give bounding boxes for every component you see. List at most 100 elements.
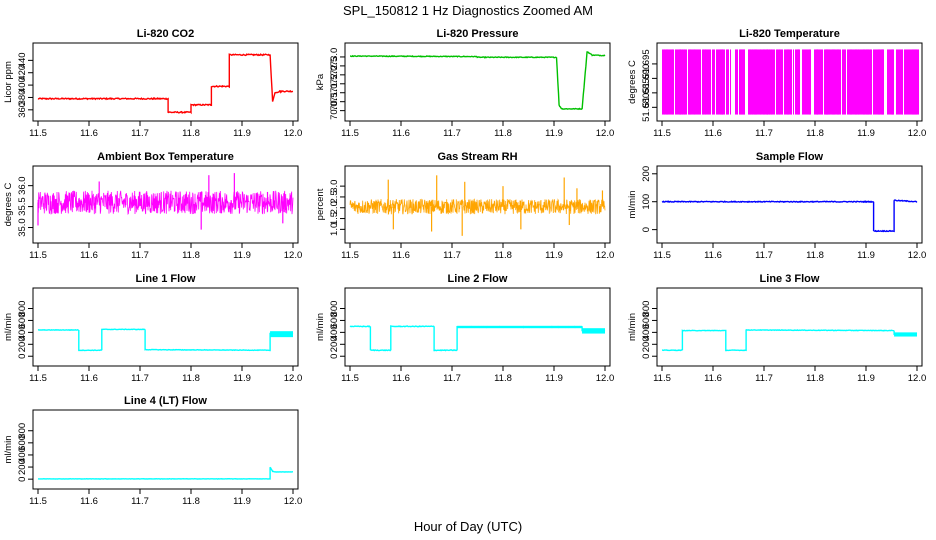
series-bar — [838, 49, 839, 115]
series-bar — [760, 49, 762, 115]
x-tick-label: 11.7 — [131, 373, 149, 384]
series-bar — [904, 49, 905, 115]
x-tick-label: 11.6 — [80, 373, 98, 384]
series-line — [37, 466, 293, 480]
y-tick-label: 0 — [17, 477, 28, 482]
x-tick-label: 11.7 — [755, 373, 773, 384]
series-band — [270, 331, 293, 338]
series-bar — [752, 49, 753, 115]
x-tick-label: 11.6 — [80, 250, 98, 261]
x-axis: 11.5 11.6 11.7 11.8 11.9 12.0 — [653, 242, 927, 261]
series-bar — [839, 49, 841, 115]
series-trace — [37, 190, 294, 215]
y-tick-label: 360 — [17, 102, 28, 118]
x-tick-label: 12.0 — [908, 250, 927, 261]
series-bar — [727, 49, 728, 115]
x-axis: 11.5 11.6 11.7 11.8 11.9 12.0 — [341, 120, 614, 139]
x-tick-label: 11.5 — [29, 373, 47, 384]
series-bar — [705, 49, 707, 115]
x-tick-label: 11.8 — [494, 373, 512, 384]
x-tick-label: 11.9 — [233, 373, 251, 384]
y-axis-label: percent — [315, 188, 326, 220]
series-bar — [882, 49, 883, 115]
series-9 — [661, 328, 918, 352]
x-tick-label: 11.9 — [233, 128, 251, 139]
y-tick-label: 600 — [17, 313, 28, 329]
x-tick-label: 11.7 — [131, 496, 149, 507]
series-bar — [910, 49, 913, 115]
y-tick-label: 0 — [641, 354, 652, 359]
series-bar — [716, 49, 717, 115]
series-bar — [709, 49, 710, 115]
series-bar — [851, 49, 853, 115]
series-bar — [703, 49, 706, 115]
y-axis: 0 100 200 — [641, 166, 658, 232]
series-5 — [349, 175, 606, 236]
figure-xlabel: Hour of Day (UTC) — [414, 519, 522, 534]
y-axis-label: degrees C — [3, 182, 14, 226]
x-tick-label: 11.6 — [392, 373, 410, 384]
series-bar — [804, 49, 805, 115]
series-bar — [878, 49, 879, 115]
panel-title: Li-820 Pressure — [437, 28, 519, 40]
x-tick-label: 12.0 — [284, 128, 303, 139]
series-line — [37, 53, 294, 115]
panels: Li-820 CO2 11.5 11.6 11.7 11.8 11.9 12.0 360380… — [3, 28, 926, 507]
series-bar — [908, 49, 910, 115]
series-bar — [764, 49, 765, 115]
y-tick-label: 400 — [641, 324, 652, 340]
series-line — [349, 325, 606, 352]
x-tick-label: 11.8 — [494, 250, 512, 261]
series-bar — [670, 49, 673, 115]
series-bar — [771, 49, 773, 115]
x-tick-label: 11.7 — [131, 128, 149, 139]
x-tick-label: 11.7 — [755, 250, 773, 261]
series-bar — [717, 49, 718, 115]
y-tick-label: 1.0 — [329, 223, 340, 236]
panel-title: Sample Flow — [756, 151, 824, 163]
panel-7: Line 1 Flow 11.5 11.6 11.7 11.8 11.9 12.0 0 2004… — [3, 273, 302, 384]
panel-10: Line 4 (LT) Flow 11.5 11.6 11.7 11.8 11.9 12.0… — [3, 395, 302, 507]
x-tick-label: 11.5 — [653, 128, 671, 139]
x-tick-label: 11.9 — [233, 250, 251, 261]
y-tick-label: 0 — [329, 354, 340, 359]
y-tick-label: 600 — [329, 313, 340, 329]
series-bar — [710, 49, 711, 115]
y-tick-label: 420 — [17, 65, 28, 81]
series-bar — [817, 49, 818, 115]
y-tick-label: 71.0 — [329, 83, 340, 102]
x-tick-label: 11.5 — [341, 373, 359, 384]
series-3 — [662, 49, 919, 115]
y-axis: 1.01.52.02.53.0 — [329, 180, 346, 236]
series-7 — [37, 328, 294, 352]
x-tick-label: 11.6 — [80, 496, 98, 507]
series-bar — [917, 49, 919, 115]
panel-title: Line 3 Flow — [760, 273, 820, 285]
x-tick-label: 11.9 — [545, 250, 563, 261]
y-tick-label: 3.0 — [329, 180, 340, 193]
series-bar — [773, 49, 775, 115]
series-line — [350, 51, 606, 111]
series-bar — [730, 49, 731, 115]
y-tick-label: 600 — [17, 435, 28, 451]
series-bar — [675, 49, 676, 115]
series-bar — [697, 49, 698, 115]
x-tick-label: 11.8 — [182, 496, 200, 507]
y-tick-label: 71.5 — [329, 75, 340, 94]
series-bar — [680, 49, 681, 115]
series-bar — [662, 49, 663, 115]
x-tick-label: 11.8 — [494, 128, 512, 139]
y-axis-label: degrees C — [627, 60, 638, 104]
series-bar — [805, 49, 807, 115]
x-tick-label: 11.5 — [29, 128, 47, 139]
series-bar — [673, 49, 674, 115]
panel-title: Line 2 Flow — [448, 273, 508, 285]
figure-title: SPL_150812 1 Hz Diagnostics Zoomed AM — [343, 3, 593, 18]
series-bar — [873, 49, 876, 115]
series-bar — [694, 49, 697, 115]
x-tick-label: 11.5 — [29, 250, 47, 261]
x-tick-label: 11.8 — [806, 250, 824, 261]
